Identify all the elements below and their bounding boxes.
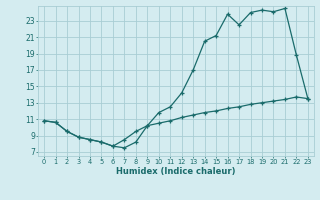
X-axis label: Humidex (Indice chaleur): Humidex (Indice chaleur) <box>116 167 236 176</box>
